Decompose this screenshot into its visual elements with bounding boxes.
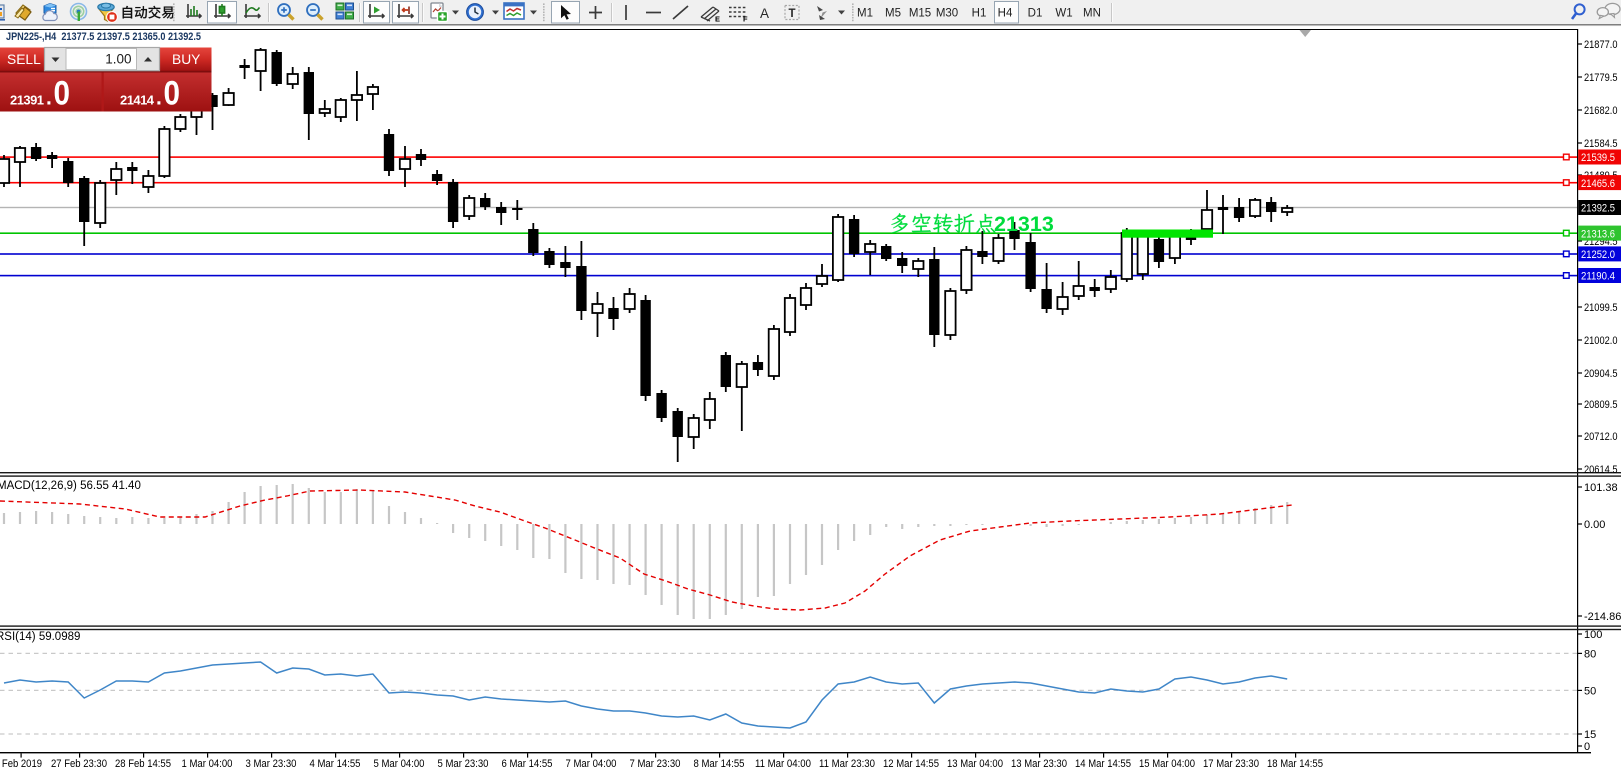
svg-text:21414: 21414: [120, 93, 155, 108]
svg-text:H1: H1: [972, 8, 987, 20]
svg-text:21779.5: 21779.5: [1584, 72, 1618, 84]
svg-text:M5: M5: [885, 8, 901, 20]
svg-text:21313: 21313: [994, 212, 1054, 236]
svg-text:RSI(14) 59.0989: RSI(14) 59.0989: [0, 631, 80, 643]
svg-text:8 Feb 2019: 8 Feb 2019: [0, 758, 42, 770]
svg-text:20904.5: 20904.5: [1584, 368, 1618, 380]
svg-text:21190.4: 21190.4: [1581, 271, 1615, 283]
svg-text:M1: M1: [857, 8, 873, 20]
svg-text:20809.5: 20809.5: [1584, 399, 1618, 411]
svg-text:5 Mar 23:30: 5 Mar 23:30: [438, 758, 489, 770]
svg-text:20712.0: 20712.0: [1584, 431, 1618, 443]
svg-text:A: A: [760, 6, 769, 21]
svg-text:T: T: [789, 8, 796, 20]
svg-text:3 Mar 23:30: 3 Mar 23:30: [246, 758, 297, 770]
svg-text:21002.0: 21002.0: [1584, 335, 1618, 347]
svg-text:E: E: [715, 15, 720, 24]
svg-text:-214.86: -214.86: [1584, 611, 1621, 623]
svg-text:MACD(12,26,9) 56.55 41.40: MACD(12,26,9) 56.55 41.40: [0, 480, 141, 492]
svg-text:80: 80: [1584, 648, 1596, 660]
svg-text:6 Mar 14:55: 6 Mar 14:55: [502, 758, 553, 770]
svg-text:15: 15: [1584, 729, 1596, 741]
svg-text:13 Mar 04:00: 13 Mar 04:00: [947, 758, 1003, 770]
svg-text:21682.0: 21682.0: [1584, 105, 1618, 117]
svg-text:21252.0: 21252.0: [1581, 249, 1615, 261]
svg-text:M30: M30: [936, 8, 958, 20]
svg-text:.: .: [46, 87, 52, 110]
svg-text:0.00: 0.00: [1584, 519, 1605, 531]
svg-text:F: F: [743, 15, 748, 24]
svg-text:SELL: SELL: [7, 52, 41, 67]
svg-text:.: .: [156, 87, 162, 110]
svg-text:W1: W1: [1055, 8, 1072, 20]
svg-text:17 Mar 23:30: 17 Mar 23:30: [1203, 758, 1259, 770]
svg-text:14 Mar 14:55: 14 Mar 14:55: [1075, 758, 1131, 770]
svg-text:4 Mar 14:55: 4 Mar 14:55: [310, 758, 361, 770]
svg-text:50: 50: [1584, 685, 1596, 697]
svg-text:JPN225-,H4 21377.5 21397.5 21: JPN225-,H4 21377.5 21397.5 21365.0 21392…: [6, 31, 201, 43]
svg-text:7 Mar 04:00: 7 Mar 04:00: [566, 758, 617, 770]
svg-text:5 Mar 04:00: 5 Mar 04:00: [374, 758, 425, 770]
svg-text:21392.5: 21392.5: [1581, 203, 1615, 215]
svg-text:18 Mar 14:55: 18 Mar 14:55: [1267, 758, 1323, 770]
svg-text:MN: MN: [1083, 8, 1101, 20]
svg-text:21877.0: 21877.0: [1584, 39, 1618, 51]
svg-text:11 Mar 23:30: 11 Mar 23:30: [819, 758, 875, 770]
svg-text:12 Mar 14:55: 12 Mar 14:55: [883, 758, 939, 770]
svg-text:100: 100: [1584, 629, 1602, 641]
svg-text:1.00: 1.00: [105, 52, 131, 67]
svg-text:28 Feb 14:55: 28 Feb 14:55: [115, 758, 171, 770]
svg-text:7 Mar 23:30: 7 Mar 23:30: [630, 758, 681, 770]
svg-text:8 Mar 14:55: 8 Mar 14:55: [694, 758, 745, 770]
svg-text:15 Mar 04:00: 15 Mar 04:00: [1139, 758, 1195, 770]
svg-text:0: 0: [164, 73, 180, 112]
svg-text:20614.5: 20614.5: [1584, 464, 1618, 476]
svg-text:1 Mar 04:00: 1 Mar 04:00: [182, 758, 233, 770]
svg-text:BUY: BUY: [172, 52, 200, 67]
svg-text:27 Feb 23:30: 27 Feb 23:30: [51, 758, 107, 770]
svg-text:0: 0: [1584, 741, 1590, 753]
svg-text:0: 0: [54, 73, 70, 112]
svg-text:21584.5: 21584.5: [1584, 138, 1618, 150]
svg-text:21465.6: 21465.6: [1581, 178, 1615, 190]
svg-text:21313.6: 21313.6: [1581, 228, 1615, 240]
svg-text:21539.5: 21539.5: [1581, 152, 1615, 164]
svg-text:H4: H4: [998, 8, 1013, 20]
svg-text:21391: 21391: [10, 93, 44, 108]
svg-text:21099.5: 21099.5: [1584, 302, 1618, 314]
svg-text:11 Mar 04:00: 11 Mar 04:00: [755, 758, 811, 770]
svg-text:101.38: 101.38: [1584, 482, 1618, 494]
svg-text:13 Mar 23:30: 13 Mar 23:30: [1011, 758, 1067, 770]
svg-text:D1: D1: [1028, 8, 1043, 20]
svg-text:M15: M15: [909, 8, 931, 20]
